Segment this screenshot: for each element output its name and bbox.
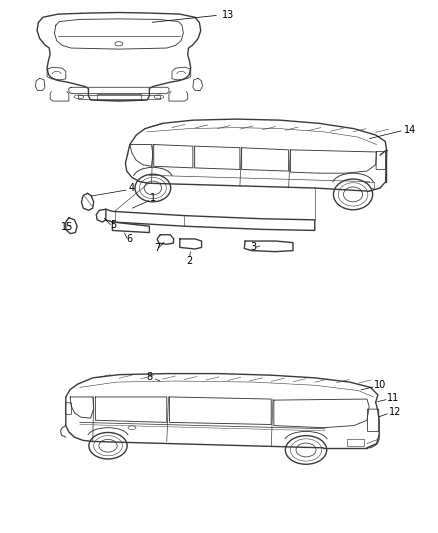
Bar <box>97 94 141 100</box>
Ellipse shape <box>89 432 127 459</box>
Ellipse shape <box>144 181 162 195</box>
Text: 10: 10 <box>374 380 386 390</box>
Text: 5: 5 <box>110 220 117 230</box>
Ellipse shape <box>135 174 171 202</box>
Text: 8: 8 <box>146 372 152 382</box>
Text: 12: 12 <box>389 407 402 417</box>
Text: 3: 3 <box>251 242 257 252</box>
Text: 4: 4 <box>129 183 135 193</box>
Bar <box>361 182 374 188</box>
Ellipse shape <box>333 179 373 210</box>
Text: 13: 13 <box>222 10 234 20</box>
Bar <box>347 439 364 446</box>
Ellipse shape <box>115 42 123 46</box>
Text: 15: 15 <box>60 222 73 232</box>
Text: 1: 1 <box>150 192 156 203</box>
Text: 14: 14 <box>404 125 417 135</box>
Ellipse shape <box>154 95 164 99</box>
FancyBboxPatch shape <box>367 409 379 431</box>
FancyBboxPatch shape <box>376 151 386 169</box>
FancyBboxPatch shape <box>65 403 71 415</box>
Ellipse shape <box>99 439 117 452</box>
Ellipse shape <box>74 95 84 99</box>
Ellipse shape <box>286 435 327 464</box>
Ellipse shape <box>296 443 316 457</box>
Ellipse shape <box>128 426 136 430</box>
Ellipse shape <box>343 187 363 202</box>
Text: 6: 6 <box>127 235 133 245</box>
Text: 2: 2 <box>186 256 193 266</box>
Text: 11: 11 <box>387 393 399 403</box>
Text: 7: 7 <box>154 243 160 253</box>
